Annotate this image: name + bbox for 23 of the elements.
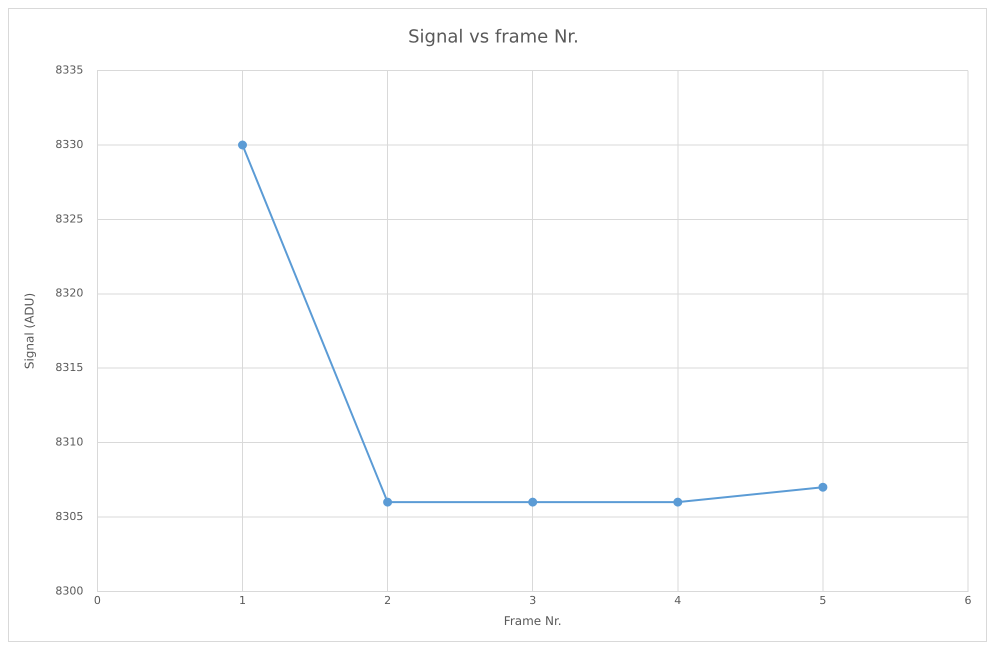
y-tick-label: 8315 [55, 361, 84, 374]
x-tick-label: 2 [384, 594, 392, 607]
point [528, 498, 538, 507]
point [818, 482, 828, 492]
x-tick-label: 3 [529, 594, 536, 607]
point [238, 140, 247, 150]
y-tick-label: 8305 [55, 510, 84, 523]
point [383, 498, 392, 507]
y-tick-label: 8325 [55, 212, 84, 226]
y-tick-label: 8310 [55, 435, 84, 448]
x-tick-label: 6 [964, 594, 972, 607]
y-tick-label: 8300 [55, 584, 84, 598]
y-axis-title: Signal (ADU) [22, 292, 36, 370]
x-tick-label: 4 [674, 594, 682, 607]
y-tick-label: 8330 [55, 138, 84, 151]
x-axis-title: Frame Nr. [504, 614, 562, 628]
point [673, 498, 682, 507]
x-tick-label: 5 [819, 594, 826, 607]
x-tick-label: 0 [94, 594, 101, 607]
y-tick-label: 8320 [55, 286, 84, 300]
y-tick-label: 8335 [55, 63, 84, 76]
chart-title: Signal vs frame Nr. [408, 26, 579, 48]
x-tick-label: 1 [238, 594, 246, 607]
